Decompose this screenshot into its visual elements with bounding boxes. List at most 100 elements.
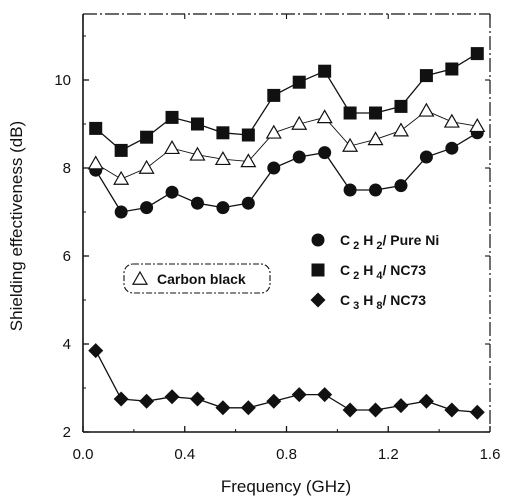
data-point-c3h8-nc73 — [469, 404, 485, 420]
data-point-c3h8-nc73 — [189, 391, 205, 407]
series-line-c2h2-pure-ni — [95, 132, 478, 213]
x-tick-label: 0.4 — [174, 446, 195, 463]
series-c2h2-pure-ni — [89, 126, 484, 219]
legend-label-part: H — [359, 262, 373, 278]
data-point-c2h4-nc73 — [216, 126, 230, 140]
data-point-carbon-black — [113, 170, 130, 185]
data-point-carbon-black — [469, 117, 486, 133]
data-point-carbon-black — [418, 102, 435, 117]
y-tick-label: 10 — [54, 72, 71, 89]
legend-label-part: 2 — [350, 240, 359, 252]
data-point-c3h8-nc73 — [444, 402, 460, 418]
data-point-c3h8-nc73 — [139, 393, 155, 409]
data-point-c2h4-nc73 — [292, 75, 306, 89]
data-point-carbon-black — [138, 159, 155, 174]
axis-ticks: 0.0 0.4 0.8 1.2 1.6 2 4 6 8 10 — [54, 14, 500, 463]
legend-label-part: 2 — [373, 240, 382, 252]
data-point-carbon-black — [443, 113, 460, 128]
legend-label-part: H — [359, 232, 373, 248]
data-point-c3h8-nc73 — [240, 400, 256, 416]
y-tick-label: 4 — [63, 336, 71, 353]
legend-label-part: 8 — [373, 300, 382, 312]
legend-label-part: / NC73 — [383, 292, 427, 308]
legend-label: C 3 H 8/ NC73 — [340, 292, 426, 312]
y-axis-label: Shielding effectiveness (dB) — [7, 121, 26, 331]
series-layer — [87, 47, 486, 420]
data-point-c2h2-pure-ni — [114, 205, 128, 219]
legend-label: C 2 H 4/ NC73 — [340, 262, 426, 282]
data-point-c2h2-pure-ni — [445, 141, 459, 155]
data-point-c2h4-nc73 — [470, 47, 484, 61]
data-point-c3h8-nc73 — [88, 343, 104, 359]
data-point-carbon-black — [367, 131, 384, 146]
annotation-triangle-icon — [131, 270, 149, 285]
x-tick-label: 1.6 — [480, 446, 501, 463]
data-point-c3h8-nc73 — [164, 389, 180, 405]
data-point-c2h2-pure-ni — [165, 185, 179, 199]
data-point-c2h4-nc73 — [445, 62, 459, 76]
data-point-c2h2-pure-ni — [343, 183, 357, 197]
series-line-carbon-black — [95, 110, 478, 180]
data-point-carbon-black — [163, 139, 181, 155]
carbon-black-annotation: Carbon black — [123, 263, 271, 294]
data-point-carbon-black — [316, 109, 333, 124]
data-point-c2h2-pure-ni — [216, 201, 230, 215]
data-point-c2h4-nc73 — [369, 106, 383, 120]
data-point-c3h8-nc73 — [368, 402, 384, 418]
data-point-c2h2-pure-ni — [394, 179, 408, 193]
data-point-c2h4-nc73 — [394, 99, 408, 113]
data-point-c2h4-nc73 — [165, 110, 179, 124]
data-point-c3h8-nc73 — [393, 398, 409, 414]
data-point-c3h8-nc73 — [342, 402, 358, 418]
data-point-c2h2-pure-ni — [140, 201, 154, 215]
series-c2h4-nc73 — [89, 47, 484, 157]
data-point-carbon-black — [87, 155, 104, 170]
legend-marker — [311, 263, 325, 277]
data-point-c3h8-nc73 — [291, 387, 307, 403]
legend-label: C 2 H 2/ Pure Ni — [340, 232, 439, 252]
data-point-c2h2-pure-ni — [318, 146, 332, 160]
x-tick-label: 1.2 — [378, 446, 399, 463]
data-point-c2h2-pure-ni — [190, 196, 204, 210]
annotation-label: Carbon black — [157, 271, 246, 287]
legend-label-part: / Pure Ni — [383, 232, 440, 248]
series-line-c2h4-nc73 — [95, 53, 478, 152]
data-point-carbon-black — [291, 115, 308, 130]
data-point-carbon-black — [240, 153, 257, 168]
x-tick-label: 0.8 — [276, 446, 297, 463]
data-point-carbon-black — [189, 146, 206, 161]
x-axis-label: Frequency (GHz) — [221, 477, 351, 496]
legend-label-part: C — [340, 292, 350, 308]
legend-label-part: C — [340, 232, 350, 248]
legend-label-part: 2 — [350, 270, 359, 282]
legend-label-part: / NC73 — [383, 262, 427, 278]
data-point-carbon-black — [392, 122, 410, 137]
legend-marker — [311, 233, 325, 247]
data-point-c2h4-nc73 — [419, 69, 433, 83]
y-tick-label: 8 — [63, 160, 71, 177]
data-point-carbon-black — [265, 124, 282, 139]
data-point-c2h2-pure-ni — [241, 196, 255, 210]
data-point-carbon-black — [342, 137, 359, 152]
data-point-c2h4-nc73 — [267, 88, 281, 102]
x-tick-label: 0.0 — [73, 446, 94, 463]
data-point-c2h4-nc73 — [114, 143, 128, 157]
data-point-c2h2-pure-ni — [292, 150, 306, 164]
series-carbon-black — [87, 102, 486, 185]
data-point-c2h2-pure-ni — [419, 150, 433, 164]
data-point-c3h8-nc73 — [113, 391, 129, 407]
data-point-c3h8-nc73 — [266, 393, 282, 409]
data-point-c2h4-nc73 — [241, 128, 255, 142]
data-point-c2h2-pure-ni — [369, 183, 383, 197]
legend-label-part: H — [359, 292, 373, 308]
annotation-box — [123, 263, 271, 294]
data-point-c2h4-nc73 — [318, 64, 332, 78]
legend-label-part: C — [340, 262, 350, 278]
legend-label-part: 4 — [373, 270, 383, 282]
data-point-c2h4-nc73 — [343, 106, 357, 120]
data-point-c2h2-pure-ni — [267, 161, 281, 175]
data-point-c3h8-nc73 — [215, 400, 231, 416]
data-point-c3h8-nc73 — [418, 393, 434, 409]
